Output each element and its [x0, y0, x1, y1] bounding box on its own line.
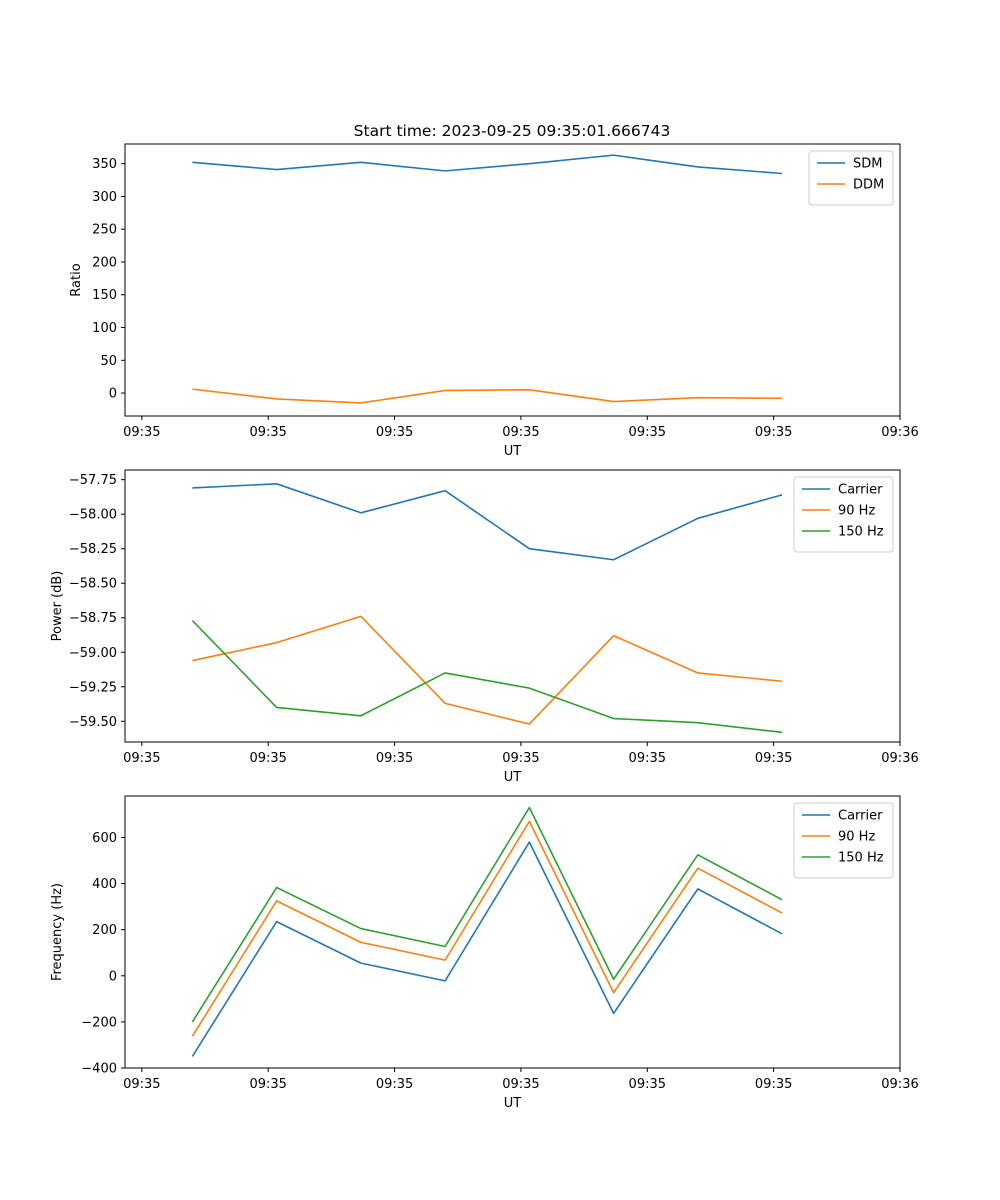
- y-tick-label: 150: [92, 288, 117, 303]
- legend-label-150-hz: 150 Hz: [838, 851, 884, 866]
- y-tick-label: −200: [81, 1015, 117, 1030]
- axes-frame: [124, 469, 901, 743]
- legend-label-90-hz: 90 Hz: [838, 830, 875, 845]
- y-tick-label: 100: [92, 321, 117, 336]
- x-tick-label: 09:35: [249, 1077, 286, 1092]
- y-tick-label: 250: [92, 223, 117, 238]
- x-tick-label: 09:35: [502, 425, 539, 440]
- y-tick-label: 200: [92, 923, 117, 938]
- x-tick-label: 09:35: [502, 751, 539, 766]
- legend: SDM DDM: [808, 150, 894, 206]
- legend: Carrier 90 Hz 150 Hz: [793, 802, 894, 879]
- y-tick-label: 0: [109, 387, 117, 402]
- x-tick-label: 09:35: [249, 751, 286, 766]
- x-tick-label: 09:36: [881, 1077, 918, 1092]
- y-tick-label: −59.25: [69, 680, 117, 695]
- y-tick-label: 400: [92, 877, 117, 892]
- legend: Carrier 90 Hz 150 Hz: [793, 476, 894, 553]
- y-tick-label: 200: [92, 255, 117, 270]
- y-tick-label: −58.25: [69, 542, 117, 557]
- legend-label-carrier: Carrier: [838, 809, 883, 824]
- ratio-series-ddm: [192, 388, 783, 404]
- y-tick-label: 600: [92, 831, 117, 846]
- frequency-hz-series-carrier: [191, 841, 783, 1057]
- legend-label-90-hz: 90 Hz: [838, 504, 875, 519]
- x-tick-label: 09:35: [376, 1077, 413, 1092]
- y-tick-label: −58.00: [69, 508, 117, 523]
- x-tick-label: 09:35: [123, 425, 160, 440]
- legend-label-ddm: DDM: [853, 178, 884, 193]
- x-tick-label: 09:35: [376, 425, 413, 440]
- x-tick-label: 09:35: [755, 751, 792, 766]
- legend-box: [793, 802, 894, 879]
- y-axis-label: Ratio: [69, 263, 84, 296]
- x-axis-label: UT: [504, 444, 522, 459]
- x-tick-label: 09:35: [502, 1077, 539, 1092]
- y-axis-label: Frequency (Hz): [50, 883, 65, 981]
- y-tick-label: −400: [81, 1062, 117, 1077]
- ratio-panel: 09:35 09:35 09:35 09:35 09:35 09:35 09:36 0 50 10…: [69, 143, 919, 459]
- x-tick-label: 09:35: [249, 425, 286, 440]
- y-tick-label: 300: [92, 190, 117, 205]
- axes-frame: [124, 795, 901, 1069]
- y-tick-label: 350: [92, 157, 117, 172]
- frequency-hz-series-150-hz: [191, 806, 783, 1023]
- x-axis-label: UT: [504, 770, 522, 785]
- axes-frame: [124, 143, 901, 417]
- frequency-hz-series-90-hz: [191, 820, 783, 1037]
- power-db-series-150-hz: [191, 619, 783, 734]
- x-tick-label: 09:36: [881, 425, 918, 440]
- power-panel: 09:35 09:35 09:35 09:35 09:35 09:35 09:36 −57.7…: [50, 469, 919, 785]
- legend-label-carrier: Carrier: [838, 483, 883, 498]
- chart-title: Start time: 2023-09-25 09:35:01.666743: [354, 122, 671, 140]
- y-tick-label: 0: [109, 969, 117, 984]
- x-tick-label: 09:35: [123, 1077, 160, 1092]
- power-db-series-90-hz: [192, 615, 783, 725]
- legend-label-sdm: SDM: [853, 157, 882, 172]
- x-tick-label: 09:35: [629, 425, 666, 440]
- y-tick-label: −57.75: [69, 473, 117, 488]
- legend-box: [808, 150, 894, 206]
- power-db-series-carrier: [192, 483, 783, 561]
- x-tick-label: 09:35: [123, 751, 160, 766]
- ratio-series-sdm: [192, 154, 783, 175]
- frequency-panel: 09:35 09:35 09:35 09:35 09:35 09:35 09:36 −400 −…: [50, 795, 919, 1111]
- legend-box: [793, 476, 894, 553]
- y-tick-label: −59.50: [69, 715, 117, 730]
- y-axis-label: Power (dB): [50, 571, 65, 642]
- y-tick-label: −58.50: [69, 577, 117, 592]
- x-tick-label: 09:35: [755, 1077, 792, 1092]
- x-tick-label: 09:36: [881, 751, 918, 766]
- x-tick-label: 09:35: [629, 1077, 666, 1092]
- y-tick-label: −58.75: [69, 611, 117, 626]
- y-tick-label: −59.00: [69, 646, 117, 661]
- x-tick-label: 09:35: [755, 425, 792, 440]
- y-tick-label: 50: [100, 354, 117, 369]
- x-tick-label: 09:35: [629, 751, 666, 766]
- x-tick-label: 09:35: [376, 751, 413, 766]
- legend-label-150-hz: 150 Hz: [838, 525, 884, 540]
- x-axis-label: UT: [504, 1096, 522, 1111]
